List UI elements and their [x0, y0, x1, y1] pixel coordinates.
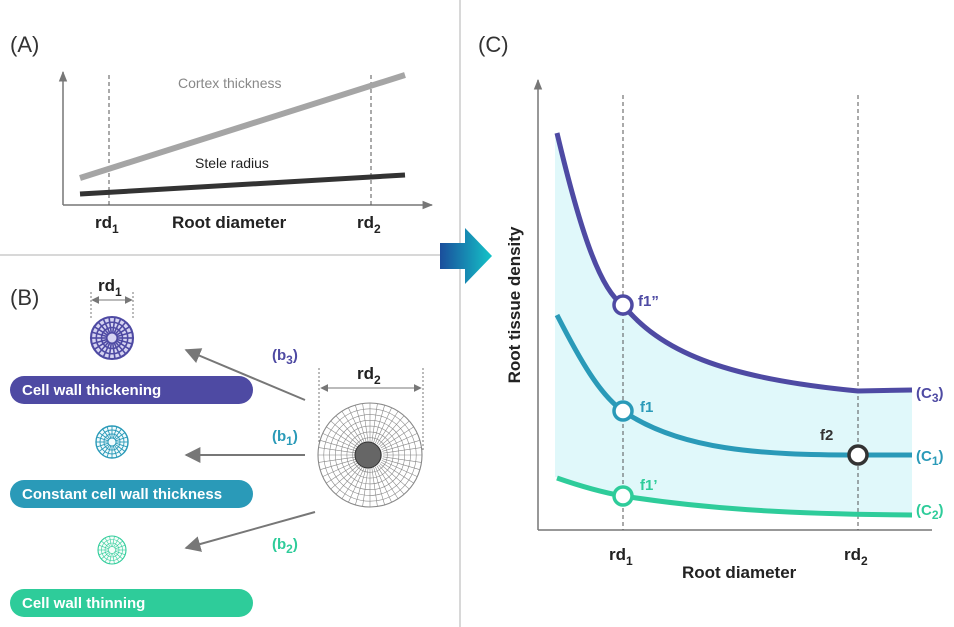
page: { "panel_a": { "label": "(A)", "cortex":…: [0, 0, 954, 627]
point: [614, 402, 632, 420]
diagram: (A) Cortex thickness Stele radius rd1 Ro…: [0, 0, 954, 627]
rd-text: rd: [98, 276, 115, 295]
pathway-tag: (b2): [272, 536, 298, 556]
curve-text: (C: [916, 385, 932, 402]
rd-text: rd: [844, 545, 861, 564]
rd-sub: 1: [115, 285, 122, 299]
curve-text: ): [939, 448, 944, 465]
rd-label: rd2: [357, 213, 381, 236]
tag-text: ): [293, 347, 298, 364]
y-axis-title: Root tissue density: [505, 226, 524, 383]
pathway-tag: (b1): [272, 428, 298, 448]
panel-label: (B): [10, 285, 39, 310]
curve-text: ): [939, 502, 944, 519]
pathway-name: Cell wall thinning: [22, 595, 145, 612]
curve-label: (C1): [916, 448, 944, 468]
x-axis-title: Root diameter: [172, 213, 287, 232]
curve-text: (C: [916, 502, 932, 519]
curve-text: ): [939, 385, 944, 402]
pathway-name: Constant cell wall thickness: [22, 486, 222, 503]
point-label: f1”: [638, 293, 659, 310]
cortex-label: Cortex thickness: [178, 75, 281, 91]
rd-sub: 2: [374, 373, 381, 387]
curve-label: (C3): [916, 385, 944, 405]
rd-sub: 2: [374, 222, 381, 236]
rd-label: rd1: [95, 213, 119, 236]
stele-label: Stele radius: [195, 155, 269, 171]
pathway-name: Cell wall thickening: [22, 382, 161, 399]
rd-label: rd2: [357, 364, 381, 387]
tag-text: ): [293, 536, 298, 553]
point: [614, 296, 632, 314]
curve-label: (C2): [916, 502, 944, 522]
rd-sub: 1: [626, 554, 633, 568]
cell-pattern: [355, 442, 381, 468]
point-label: f1’: [640, 477, 658, 494]
rd-sub: 2: [861, 554, 868, 568]
rd-sub: 1: [112, 222, 119, 236]
rd-text: rd: [609, 545, 626, 564]
stele-line: [80, 175, 405, 194]
rd-label: rd2: [844, 545, 868, 568]
point: [849, 446, 867, 464]
tag-text: (b: [272, 428, 286, 445]
point-label: f1: [640, 399, 653, 416]
rd-label: rd1: [98, 276, 122, 299]
panel-label: (C): [478, 32, 509, 57]
transition-arrow: [440, 228, 492, 284]
x-axis-title: Root diameter: [682, 563, 797, 582]
curve-text: (C: [916, 448, 932, 465]
tag-text: ): [293, 428, 298, 445]
pathway-tag: (b3): [272, 347, 298, 367]
point-label: f2: [820, 427, 833, 444]
rd-label: rd1: [609, 545, 633, 568]
rd-text: rd: [95, 213, 112, 232]
point: [614, 487, 632, 505]
rd-text: rd: [357, 213, 374, 232]
tag-text: (b: [272, 347, 286, 364]
rd-text: rd: [357, 364, 374, 383]
panel-label: (A): [10, 32, 39, 57]
tag-text: (b: [272, 536, 286, 553]
